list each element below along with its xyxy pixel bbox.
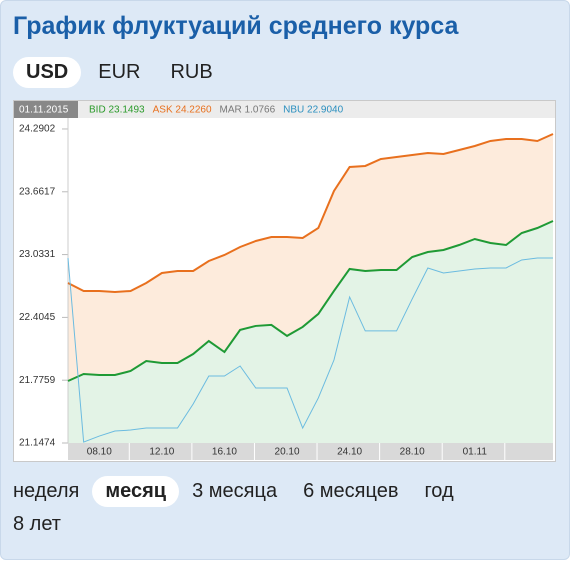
tab[interactable]: EUR	[98, 61, 141, 83]
x-tick-label: 12.10	[149, 447, 174, 458]
y-tick-label: 23.6617	[19, 186, 56, 197]
tab[interactable]: год	[424, 480, 454, 502]
x-tick-label: 16.10	[212, 447, 237, 458]
y-tick-label: 23.0331	[19, 249, 56, 260]
x-axis-band	[68, 443, 553, 460]
y-tick-label: 24.2902	[19, 124, 56, 135]
y-tick-label: 22.4045	[19, 312, 56, 323]
tab[interactable]: 8 лет	[13, 513, 61, 535]
legend-entry: NBU 22.9040	[283, 105, 343, 116]
tab[interactable]: 3 месяца	[192, 480, 278, 502]
x-tick-label: 20.10	[275, 447, 300, 458]
title: График флуктуаций среднего курса	[13, 12, 459, 40]
x-tick-label: 24.10	[337, 447, 362, 458]
x-tick-label: 08.10	[87, 447, 112, 458]
date-box	[14, 101, 78, 118]
date: 01.11.2015	[19, 105, 69, 116]
x-tick-label: 01.11	[463, 447, 488, 458]
y-tick-label: 21.7759	[19, 375, 56, 386]
legend-entry: BID 23.1493	[89, 105, 145, 116]
tab[interactable]: месяц	[92, 476, 180, 507]
tab[interactable]: RUB	[170, 61, 213, 83]
header-strip	[14, 101, 555, 118]
currency-tabs: USD EUR RUB	[13, 57, 226, 88]
x-tick-label: 28.10	[400, 447, 425, 458]
line	[67, 257, 553, 443]
tab[interactable]: неделя	[13, 480, 80, 502]
legend-entry: ASK 24.2260	[153, 105, 212, 116]
tab[interactable]: 6 месяцев	[303, 480, 399, 502]
tab[interactable]: USD	[13, 57, 82, 88]
period-tabs: неделя месяц 3 месяца 6 месяцев год 8 лет	[0, 476, 520, 540]
line	[67, 220, 554, 382]
area	[68, 221, 553, 443]
legend-entry: MAR 1.0766	[220, 105, 276, 116]
chart: 01.11.2015 BID 23.1493 ASK 24.2260 MAR 1.07…	[13, 100, 556, 462]
y-tick-label: 21.1474	[19, 438, 56, 449]
line	[67, 133, 554, 293]
